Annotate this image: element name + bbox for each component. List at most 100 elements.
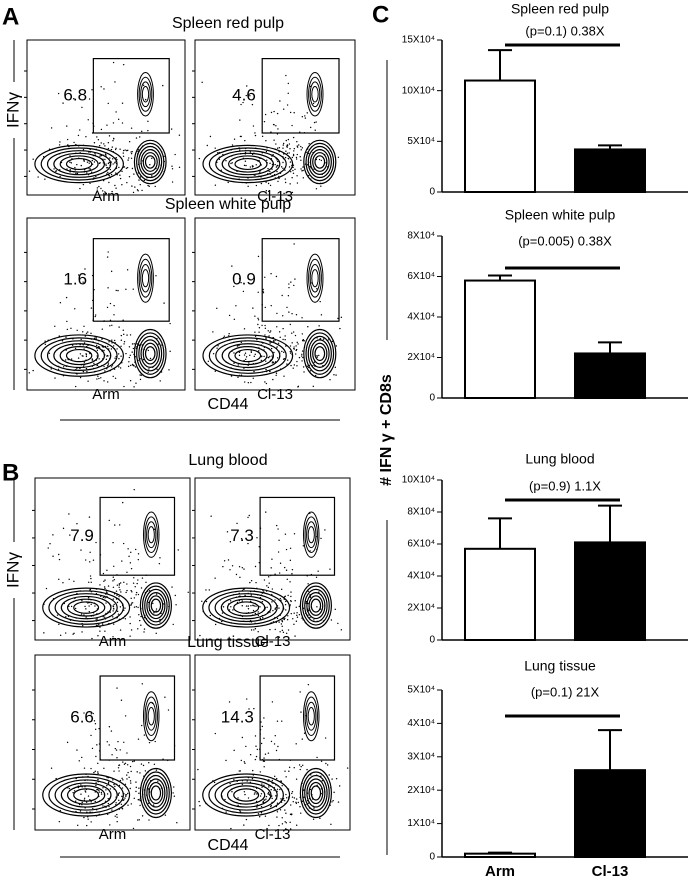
plot-x-label: Cl-13 [255, 633, 291, 650]
event-dot [263, 120, 266, 123]
event-dot [143, 628, 146, 630]
event-dot [156, 368, 158, 371]
contour [310, 785, 322, 801]
event-dot [113, 608, 115, 610]
contour [144, 774, 168, 812]
event-dot [285, 548, 288, 551]
contour [48, 776, 124, 814]
event-dot [293, 284, 295, 287]
event-dot [131, 351, 133, 353]
event-dot [292, 169, 294, 172]
event-dot [252, 604, 254, 606]
contour [228, 346, 268, 366]
event-dot [105, 358, 108, 361]
contour [301, 585, 330, 626]
event-dot [238, 278, 241, 280]
event-dot [278, 331, 281, 333]
event-dot [257, 611, 259, 613]
event-dot [281, 625, 283, 628]
event-dot [257, 614, 260, 617]
event-dot [123, 166, 126, 168]
event-dot [136, 582, 138, 585]
event-dot [96, 364, 98, 367]
event-dot [270, 304, 272, 307]
event-dot [115, 289, 117, 292]
event-dot [137, 593, 140, 596]
event-dot [239, 576, 241, 579]
event-dot [285, 569, 288, 571]
event-dot [252, 165, 254, 168]
event-dot [250, 381, 252, 384]
event-dot [297, 343, 299, 345]
event-dot [275, 374, 277, 376]
contour [148, 595, 164, 616]
event-dot [239, 770, 242, 772]
event-dot [113, 623, 115, 625]
event-dot [137, 553, 140, 555]
contour [53, 152, 106, 176]
event-dot [126, 778, 128, 780]
event-dot [107, 585, 110, 587]
event-dot [132, 288, 134, 290]
event-dot [113, 138, 115, 140]
event-dot [69, 534, 71, 536]
event-dot [253, 370, 255, 373]
contour [311, 269, 319, 288]
event-dot [286, 146, 288, 148]
event-dot [112, 605, 115, 607]
event-dot [282, 144, 284, 146]
event-dot [74, 607, 77, 610]
event-dot [243, 761, 246, 763]
event-dot [254, 735, 257, 737]
event-dot [271, 601, 273, 603]
event-dot [125, 288, 127, 291]
event-dot [258, 171, 261, 173]
event-dot [171, 181, 174, 183]
event-dot [252, 307, 254, 309]
event-dot [232, 609, 234, 611]
event-dot [90, 603, 92, 606]
event-dot [296, 360, 298, 363]
event-dot [276, 147, 279, 149]
event-dot [260, 359, 263, 362]
event-dot [268, 335, 270, 337]
event-dot [98, 185, 100, 188]
event-dot [114, 148, 117, 151]
event-dot [293, 533, 296, 535]
event-dot [89, 575, 92, 577]
event-dot [112, 616, 114, 618]
bar [574, 769, 646, 858]
event-dot [140, 763, 143, 765]
event-dot [246, 780, 248, 782]
event-dot [95, 541, 97, 544]
plot-x-label: Arm [92, 188, 120, 205]
event-dot [264, 306, 266, 309]
event-dot [131, 150, 133, 153]
event-dot [238, 344, 240, 347]
event-dot [245, 818, 248, 821]
event-dot [263, 766, 265, 768]
event-dot [167, 709, 170, 711]
event-dot [249, 95, 251, 97]
event-dot [318, 354, 320, 357]
event-dot [265, 140, 267, 142]
event-dot [320, 159, 323, 162]
event-dot [118, 792, 121, 794]
event-dot [153, 763, 156, 766]
contour [220, 595, 272, 620]
event-dot [272, 361, 274, 363]
event-dot [235, 93, 237, 95]
event-dot [242, 101, 244, 104]
event-dot [127, 159, 129, 161]
event-dot [111, 339, 113, 341]
contour [147, 526, 155, 544]
event-dot [286, 797, 288, 799]
event-dot [293, 150, 295, 152]
contour [146, 592, 166, 620]
event-dot [292, 331, 295, 333]
event-dot [81, 600, 83, 602]
event-dot [139, 804, 141, 807]
contour [141, 585, 170, 626]
event-dot [142, 84, 145, 87]
event-dot [257, 317, 259, 320]
